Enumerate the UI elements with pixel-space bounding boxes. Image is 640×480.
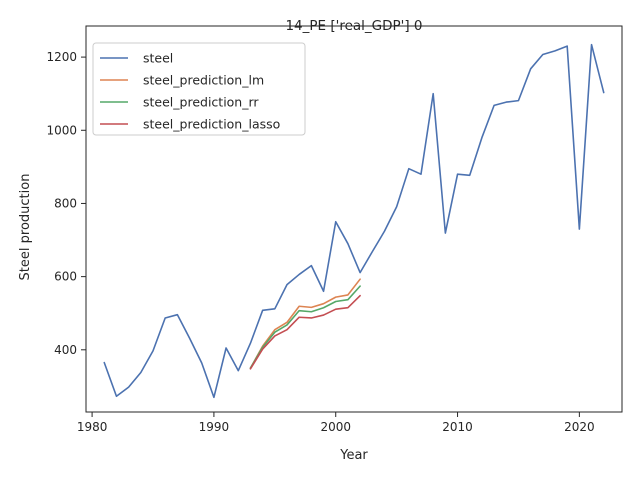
y-axis-label: Steel production [18, 174, 33, 281]
y-tick-label: 800 [54, 196, 77, 210]
x-tick-label: 1990 [199, 420, 230, 434]
y-axis: 400 600 800 1000 1200 [46, 50, 86, 357]
series-line-steel-prediction-lm [249, 278, 361, 369]
legend-label: steel_prediction_rr [143, 95, 259, 110]
x-axis: 1980 1990 2000 2010 2020 [77, 412, 595, 434]
legend: steel steel_prediction_lm steel_prediction… [92, 42, 306, 136]
series-line-steel [103, 43, 605, 399]
x-tick-label: 2000 [320, 420, 351, 434]
legend-label: steel_prediction_lm [143, 73, 264, 88]
x-tick-label: 2010 [442, 420, 473, 434]
series-layer [103, 43, 605, 399]
x-axis-label: Year [339, 448, 368, 463]
legend-label: steel_prediction_lasso [143, 117, 280, 132]
x-tick-label: 1980 [77, 420, 108, 434]
series-line-steel-prediction-lasso [249, 294, 361, 370]
y-tick-label: 600 [54, 270, 77, 284]
plot-frame [85, 25, 623, 413]
legend-box [92, 42, 306, 136]
y-tick-label: 400 [54, 343, 77, 357]
y-tick-label: 1000 [46, 123, 77, 137]
y-tick-label: 1200 [46, 50, 77, 64]
x-tick-label: 2020 [564, 420, 595, 434]
legend-label: steel [143, 51, 173, 66]
series-line-steel-prediction-rr [249, 285, 361, 369]
